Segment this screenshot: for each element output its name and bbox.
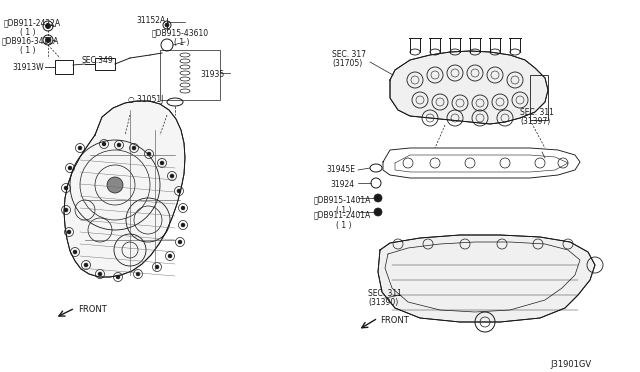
Circle shape bbox=[165, 23, 169, 27]
Bar bbox=[55, 60, 73, 74]
Polygon shape bbox=[378, 235, 595, 322]
Text: FRONT: FRONT bbox=[78, 305, 107, 314]
Text: SEC. 311: SEC. 311 bbox=[368, 289, 402, 298]
Text: ( 1 ): ( 1 ) bbox=[174, 38, 189, 47]
Text: 31152A: 31152A bbox=[136, 16, 165, 25]
Circle shape bbox=[78, 146, 82, 150]
Circle shape bbox=[64, 208, 68, 212]
Text: J31901GV: J31901GV bbox=[550, 360, 591, 369]
Text: ( 1 ): ( 1 ) bbox=[20, 46, 35, 55]
Circle shape bbox=[102, 142, 106, 146]
Text: 31913W: 31913W bbox=[12, 63, 44, 72]
Circle shape bbox=[168, 254, 172, 258]
Text: (31705): (31705) bbox=[332, 59, 362, 68]
Circle shape bbox=[178, 240, 182, 244]
Circle shape bbox=[181, 223, 185, 227]
Circle shape bbox=[45, 23, 51, 29]
Circle shape bbox=[68, 166, 72, 170]
Circle shape bbox=[116, 275, 120, 279]
Text: (31397): (31397) bbox=[520, 117, 550, 126]
Text: ⓃDB915-1401A: ⓃDB915-1401A bbox=[314, 195, 371, 204]
Circle shape bbox=[136, 272, 140, 276]
Text: 31935: 31935 bbox=[200, 70, 224, 79]
Circle shape bbox=[45, 38, 51, 42]
Text: 31924: 31924 bbox=[330, 180, 354, 189]
Circle shape bbox=[160, 161, 164, 165]
Bar bbox=[160, 50, 220, 100]
Circle shape bbox=[374, 208, 382, 216]
Text: ( 1 ): ( 1 ) bbox=[20, 28, 35, 37]
Circle shape bbox=[374, 194, 382, 202]
Text: ⓃDB911-2422A: ⓃDB911-2422A bbox=[4, 18, 61, 27]
Circle shape bbox=[117, 143, 121, 147]
Text: 31945E: 31945E bbox=[326, 165, 355, 174]
Circle shape bbox=[64, 186, 68, 190]
Text: ( 1 ): ( 1 ) bbox=[336, 206, 351, 215]
Text: ⓃDB915-43610: ⓃDB915-43610 bbox=[152, 28, 209, 37]
Text: ( 1 ): ( 1 ) bbox=[336, 221, 351, 230]
Circle shape bbox=[177, 189, 181, 193]
Circle shape bbox=[132, 146, 136, 150]
Text: ○ 31051J: ○ 31051J bbox=[128, 95, 163, 104]
Circle shape bbox=[98, 272, 102, 276]
Text: ⓈDB916-3421A: ⓈDB916-3421A bbox=[2, 36, 60, 45]
Circle shape bbox=[73, 250, 77, 254]
Circle shape bbox=[155, 265, 159, 269]
Circle shape bbox=[107, 177, 123, 193]
Circle shape bbox=[67, 230, 71, 234]
Polygon shape bbox=[390, 51, 548, 124]
Text: SEC. 311: SEC. 311 bbox=[520, 108, 554, 117]
Text: SEC.349: SEC.349 bbox=[82, 56, 114, 65]
Text: ⓃDB911-2401A: ⓃDB911-2401A bbox=[314, 210, 371, 219]
Circle shape bbox=[84, 263, 88, 267]
Text: SEC. 317: SEC. 317 bbox=[332, 50, 366, 59]
Text: (31390): (31390) bbox=[368, 298, 398, 307]
Bar bbox=[95, 58, 115, 70]
Circle shape bbox=[181, 206, 185, 210]
Text: FRONT: FRONT bbox=[380, 316, 409, 325]
Circle shape bbox=[147, 152, 151, 156]
Polygon shape bbox=[64, 101, 185, 277]
Bar bbox=[530, 75, 548, 120]
Circle shape bbox=[170, 174, 174, 178]
